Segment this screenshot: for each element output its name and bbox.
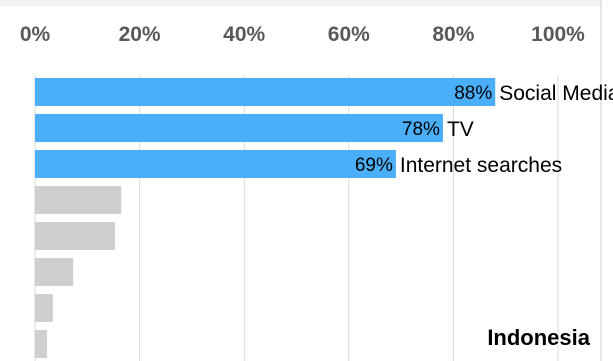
bar-value-label: 78%	[402, 119, 440, 140]
bar-value-label: 88%	[454, 83, 492, 104]
bar-value-label: 69%	[355, 155, 393, 176]
x-axis-ticks: 0% 20% 40% 60% 80% 100%	[20, 23, 585, 46]
bar-muted	[35, 294, 53, 322]
x-tick-label: 20%	[119, 23, 161, 46]
x-tick-label: 80%	[432, 23, 474, 46]
x-tick-label: 100%	[531, 23, 585, 46]
bar-category-label: Internet searches	[400, 154, 562, 177]
bar-muted	[35, 186, 122, 214]
bar-muted	[35, 330, 48, 358]
bar-category-label: Social Media	[499, 82, 613, 105]
x-tick-label: 40%	[223, 23, 265, 46]
bar-labels: 88% Social Media 78% TV 69% Internet searches	[355, 82, 613, 177]
bar	[35, 78, 496, 106]
x-tick-label: 60%	[328, 23, 370, 46]
bar-muted	[35, 222, 116, 250]
bar-category-label: TV	[447, 118, 474, 141]
top-border	[0, 0, 613, 6]
bar	[35, 150, 396, 178]
chart-title: Indonesia	[487, 325, 590, 350]
right-border	[601, 0, 613, 361]
bars	[35, 78, 496, 358]
bar-muted	[35, 258, 74, 286]
bar	[35, 114, 443, 142]
x-tick-label: 0%	[20, 23, 51, 46]
